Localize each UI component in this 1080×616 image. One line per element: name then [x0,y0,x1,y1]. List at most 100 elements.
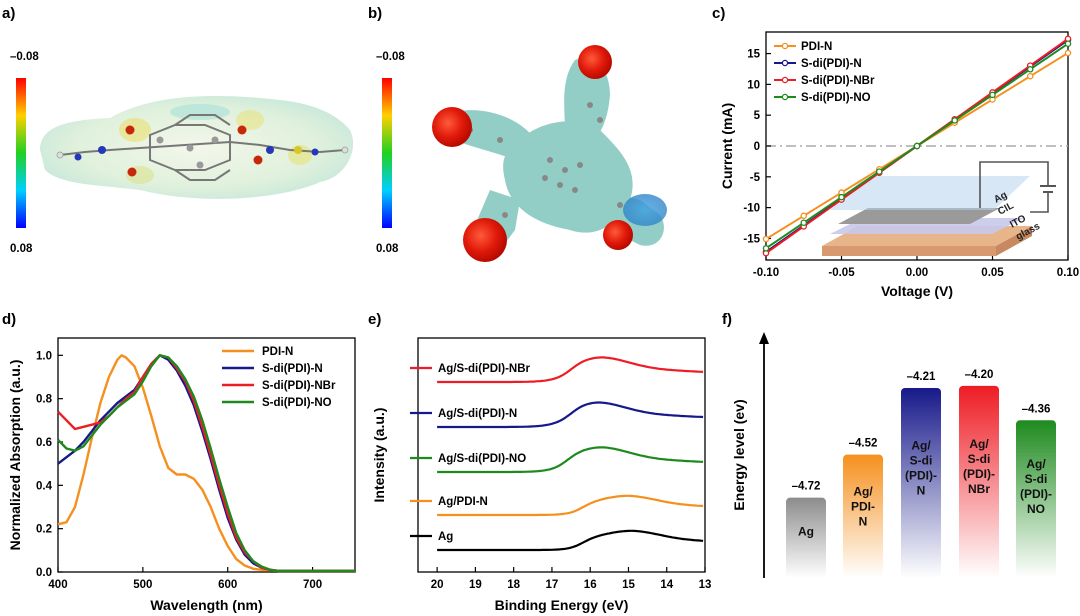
x-tick-label-c: 0.10 [1057,267,1079,279]
y-tick-label-c: -5 [750,172,761,184]
data-point-pdi-n [1027,72,1034,80]
data-point-s-di-pdi-no [876,168,883,175]
y-axis-label-d: Normalized Absorption (a.u.) [7,360,23,551]
y-axis-label-c: Current (mA) [719,103,735,189]
x-tick-label-e: 16 [584,579,597,591]
chart-ups: 20 19 18 17 16 15 14 13 Binding Energy (eV) Inten… [371,337,711,613]
scale-min-label-b: 0.08 [376,243,399,255]
x-tick-label-e: 15 [622,579,635,591]
data-point-pdi-n [800,212,808,220]
y-tick-label-c: 15 [747,49,760,61]
y-tick-label-c: 0 [754,141,760,153]
scale-max-label-a: –0.08 [10,51,39,63]
panel-label-d: d) [2,311,16,328]
esp-lobe-left [432,107,472,147]
energy-bar-2 [901,388,941,578]
panel-label-f: f) [722,311,732,328]
device-wire [1030,192,1049,213]
x-tick-label-d: 700 [303,579,322,591]
device-wire [979,161,1049,208]
data-point-pdi-n [762,235,770,243]
data-point-s-di-pdi-no [989,91,996,99]
series-label-ag-s-di-pdi-nbr: Ag/S-di(PDI)-NBr [438,363,531,375]
x-tick-label-e: 14 [660,579,673,591]
data-point-s-di-pdi-no [838,193,845,201]
energy-bar-text-1: PDI- [851,499,875,513]
energy-value-3: –4.20 [965,369,994,381]
series-label-ag: Ag [438,531,453,543]
energy-bar-text-2: Ag/ [911,438,931,452]
plot-frame-e [417,337,706,573]
plot-frame-d [57,337,356,573]
energy-bar-text-3: NBr [968,482,990,496]
x-tick-label-d: 600 [218,579,237,591]
x-axis-label-d: Wavelength (nm) [150,597,262,613]
series-line-ag [437,529,704,552]
x-tick-label-e: 19 [469,579,482,591]
energy-value-0: –4.72 [792,481,821,493]
x-tick-label-d: 500 [133,579,152,591]
x-tick-label-c: 0.00 [906,267,928,279]
legend-label-s-di-pdi-nbr: S-di(PDI)-NBr [801,75,875,87]
device-glass-side [996,226,1032,256]
esp-surface-a [40,95,354,199]
y-axis-label-e: Intensity (a.u.) [371,408,387,503]
series-label-ag-pdi-n: Ag/PDI-N [438,496,488,508]
legend-label-pdi-n: PDI-N [801,41,832,53]
color-scale-a [16,78,26,228]
scale-min-label-a: 0.08 [10,243,33,255]
esp-lobe-bottom-left [463,218,507,262]
chart-iv-curves: -0.10 -0.05 0.00 0.05 0.10 -15 -10 -5 0 5 10 15 Volt… [719,31,1079,299]
legend-marker-pdi-n [781,42,789,50]
energy-bar-4 [1016,420,1056,578]
y-tick-label-d: 0.8 [36,394,53,406]
series-label-ag-s-di-pdi-n: Ag/S-di(PDI)-N [438,408,517,420]
y-tick-label-c: -10 [743,203,760,215]
legend-marker-s-di-pdi-nbr [781,76,789,84]
energy-bar-text-4: Ag/ [1026,457,1046,471]
panel-label-a: a) [2,5,15,22]
esp-lobe-bottom-right [603,220,633,250]
legend-label-s-di-pdi-nbr: S-di(PDI)-NBr [262,380,336,392]
scale-max-label-b: –0.08 [376,51,405,63]
panel-label-b: b) [368,5,382,22]
series-line-ag-s-di-pdi-n [437,401,704,429]
esp-lobe-blue [623,194,667,226]
energy-bar-text-3: S-di [968,452,991,466]
x-tick-label-e: 20 [431,579,444,591]
legend-label-pdi-n: PDI-N [262,346,293,358]
legend-label-s-di-pdi-n: S-di(PDI)-N [801,58,862,70]
y-tick-label-d: 0.6 [36,437,52,449]
series-line-s-di-pdi-no [57,354,355,573]
energy-value-2: –4.21 [907,371,936,383]
data-point-s-di-pdi-no [1064,40,1072,47]
series-line-ag-pdi-n [437,494,704,517]
chart-energy-levels: Energy level (ev) –4.72Ag–4.52Ag/PDI-N–4.… [731,332,1056,578]
data-point-s-di-pdi-no [913,142,921,150]
x-tick-label-e: 18 [507,579,520,591]
atoms-a [56,125,349,177]
data-point-s-di-pdi-no [800,219,808,226]
energy-value-1: –4.52 [849,438,878,450]
legend-label-s-di-pdi-no: S-di(PDI)-NO [801,92,871,104]
x-tick-label-e: 17 [546,579,559,591]
x-tick-label-d: 400 [48,579,67,591]
chart-absorption: 400 500 600 700 0.0 0.2 0.4 0.6 0.8 1.0 Wavelength… [7,337,356,613]
panel-label-e: e) [368,311,381,328]
energy-bar-text-1: N [859,514,868,528]
panel-label-c: c) [712,5,725,22]
y-tick-label-c: 10 [747,79,760,91]
device-ag [838,208,1000,224]
y-tick-label-c: 5 [754,110,761,122]
x-tick-label-c: 0.05 [981,267,1004,279]
data-point-pdi-n [1064,49,1072,57]
legend-label-s-di-pdi-no: S-di(PDI)-NO [262,397,332,409]
series-line-pdi-n [57,354,355,573]
y-tick-label-d: 0.2 [36,524,52,536]
energy-bar-text-3: Ag/ [969,437,989,451]
energy-bar-1 [843,454,883,578]
data-point-s-di-pdi-no [762,245,770,252]
energy-bar-text-2: (PDI)- [905,468,937,482]
